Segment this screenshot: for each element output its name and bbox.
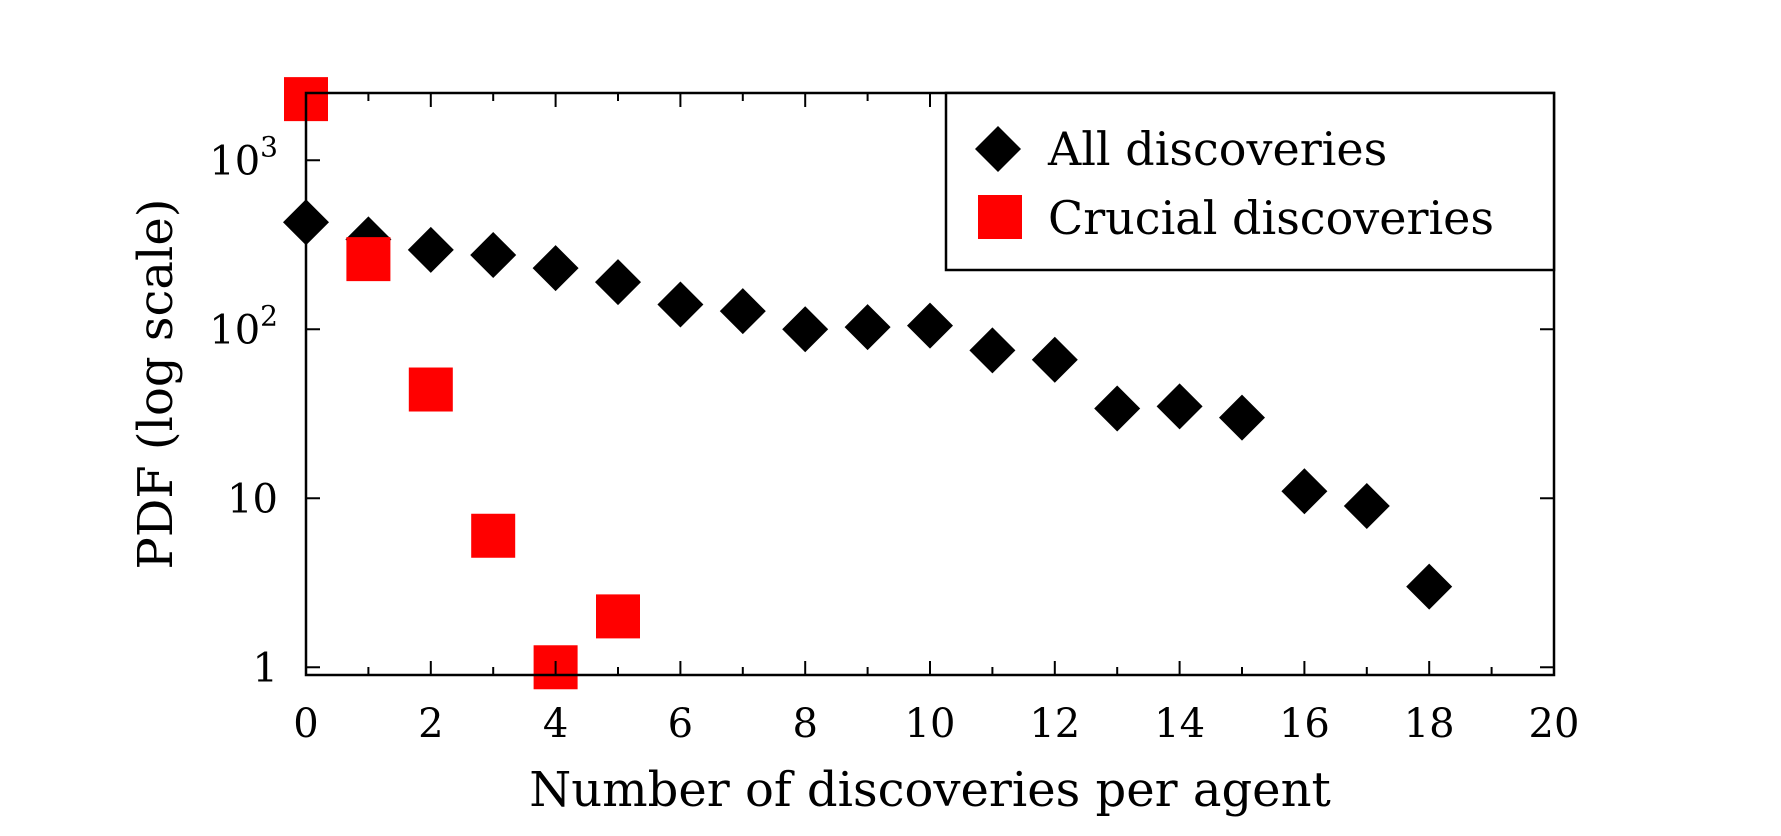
x-tick-label: 20 <box>1529 701 1580 747</box>
legend-label-crucial-discoveries: Crucial discoveries <box>1048 191 1494 245</box>
point-crucial-discoveries <box>346 237 391 282</box>
x-tick-label: 16 <box>1279 701 1330 747</box>
point-all-discoveries <box>1156 383 1203 430</box>
legend-box <box>944 91 1556 272</box>
point-all-discoveries <box>1343 482 1390 529</box>
legend: All discoveries Crucial discoveries <box>944 91 1556 272</box>
x-tick-label: 12 <box>1029 701 1080 747</box>
y-tick-label-base: 10 <box>209 138 260 184</box>
y-tick-label: 10 <box>227 476 278 522</box>
point-all-discoveries <box>969 327 1016 374</box>
point-all-discoveries <box>407 226 454 273</box>
point-crucial-discoveries <box>471 513 516 558</box>
x-tick-label: 0 <box>293 701 318 747</box>
x-tick-label: 4 <box>543 701 568 747</box>
y-tick-label-exponent: 3 <box>260 130 278 163</box>
y-tick-label-base: 10 <box>209 307 260 353</box>
x-tick-label: 10 <box>905 701 956 747</box>
x-tick-label: 14 <box>1154 701 1205 747</box>
point-all-discoveries <box>719 288 766 335</box>
x-tick-label: 6 <box>668 701 693 747</box>
x-tick-label: 2 <box>418 701 443 747</box>
x-axis-label: Number of discoveries per agent <box>529 762 1331 818</box>
point-all-discoveries <box>1406 563 1453 610</box>
x-tick-label: 18 <box>1404 701 1455 747</box>
y-tick-label: 103 <box>209 130 278 184</box>
x-tick-label: 8 <box>792 701 817 747</box>
data-marks <box>283 77 1453 690</box>
legend-marker-all-discoveries <box>975 126 1021 172</box>
y-axis-label: PDF (log scale) <box>128 199 184 570</box>
y-tick-label-exponent: 2 <box>260 299 278 332</box>
y-tick-label-base: 1 <box>253 645 278 691</box>
point-all-discoveries <box>1219 394 1265 441</box>
y-tick-label: 1 <box>253 645 278 691</box>
point-all-discoveries <box>470 232 517 279</box>
point-all-discoveries <box>1281 468 1328 515</box>
point-all-discoveries <box>1094 385 1141 432</box>
point-all-discoveries <box>782 306 829 353</box>
legend-marker-crucial-discoveries <box>978 195 1022 239</box>
point-crucial-discoveries <box>408 367 453 412</box>
point-all-discoveries <box>657 281 704 328</box>
point-crucial-discoveries <box>596 594 640 639</box>
point-all-discoveries <box>595 259 641 306</box>
y-tick-label: 102 <box>209 299 278 353</box>
y-tick-label-base: 10 <box>227 476 278 522</box>
point-all-discoveries <box>1031 336 1078 383</box>
point-all-discoveries <box>532 245 579 292</box>
legend-label-all-discoveries: All discoveries <box>1047 122 1387 176</box>
point-all-discoveries <box>907 302 953 349</box>
point-all-discoveries <box>844 304 891 351</box>
